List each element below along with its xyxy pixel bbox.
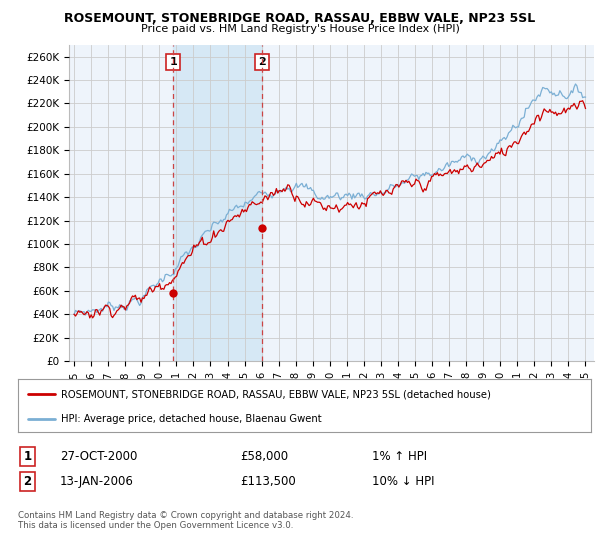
Text: Price paid vs. HM Land Registry's House Price Index (HPI): Price paid vs. HM Land Registry's House … bbox=[140, 24, 460, 34]
Text: ROSEMOUNT, STONEBRIDGE ROAD, RASSAU, EBBW VALE, NP23 5SL: ROSEMOUNT, STONEBRIDGE ROAD, RASSAU, EBB… bbox=[64, 12, 536, 25]
Text: 10% ↓ HPI: 10% ↓ HPI bbox=[372, 475, 434, 488]
Text: 2: 2 bbox=[23, 475, 32, 488]
Text: 13-JAN-2006: 13-JAN-2006 bbox=[60, 475, 134, 488]
Text: HPI: Average price, detached house, Blaenau Gwent: HPI: Average price, detached house, Blae… bbox=[61, 414, 322, 424]
Text: 1% ↑ HPI: 1% ↑ HPI bbox=[372, 450, 427, 463]
Text: 27-OCT-2000: 27-OCT-2000 bbox=[60, 450, 137, 463]
Bar bbox=[173, 45, 262, 361]
Text: ROSEMOUNT, STONEBRIDGE ROAD, RASSAU, EBBW VALE, NP23 5SL (detached house): ROSEMOUNT, STONEBRIDGE ROAD, RASSAU, EBB… bbox=[61, 389, 491, 399]
Text: 1: 1 bbox=[23, 450, 32, 463]
Text: 1: 1 bbox=[169, 57, 177, 67]
Text: 2: 2 bbox=[259, 57, 266, 67]
Text: £113,500: £113,500 bbox=[240, 475, 296, 488]
Text: Contains HM Land Registry data © Crown copyright and database right 2024.
This d: Contains HM Land Registry data © Crown c… bbox=[18, 511, 353, 530]
Text: £58,000: £58,000 bbox=[240, 450, 288, 463]
